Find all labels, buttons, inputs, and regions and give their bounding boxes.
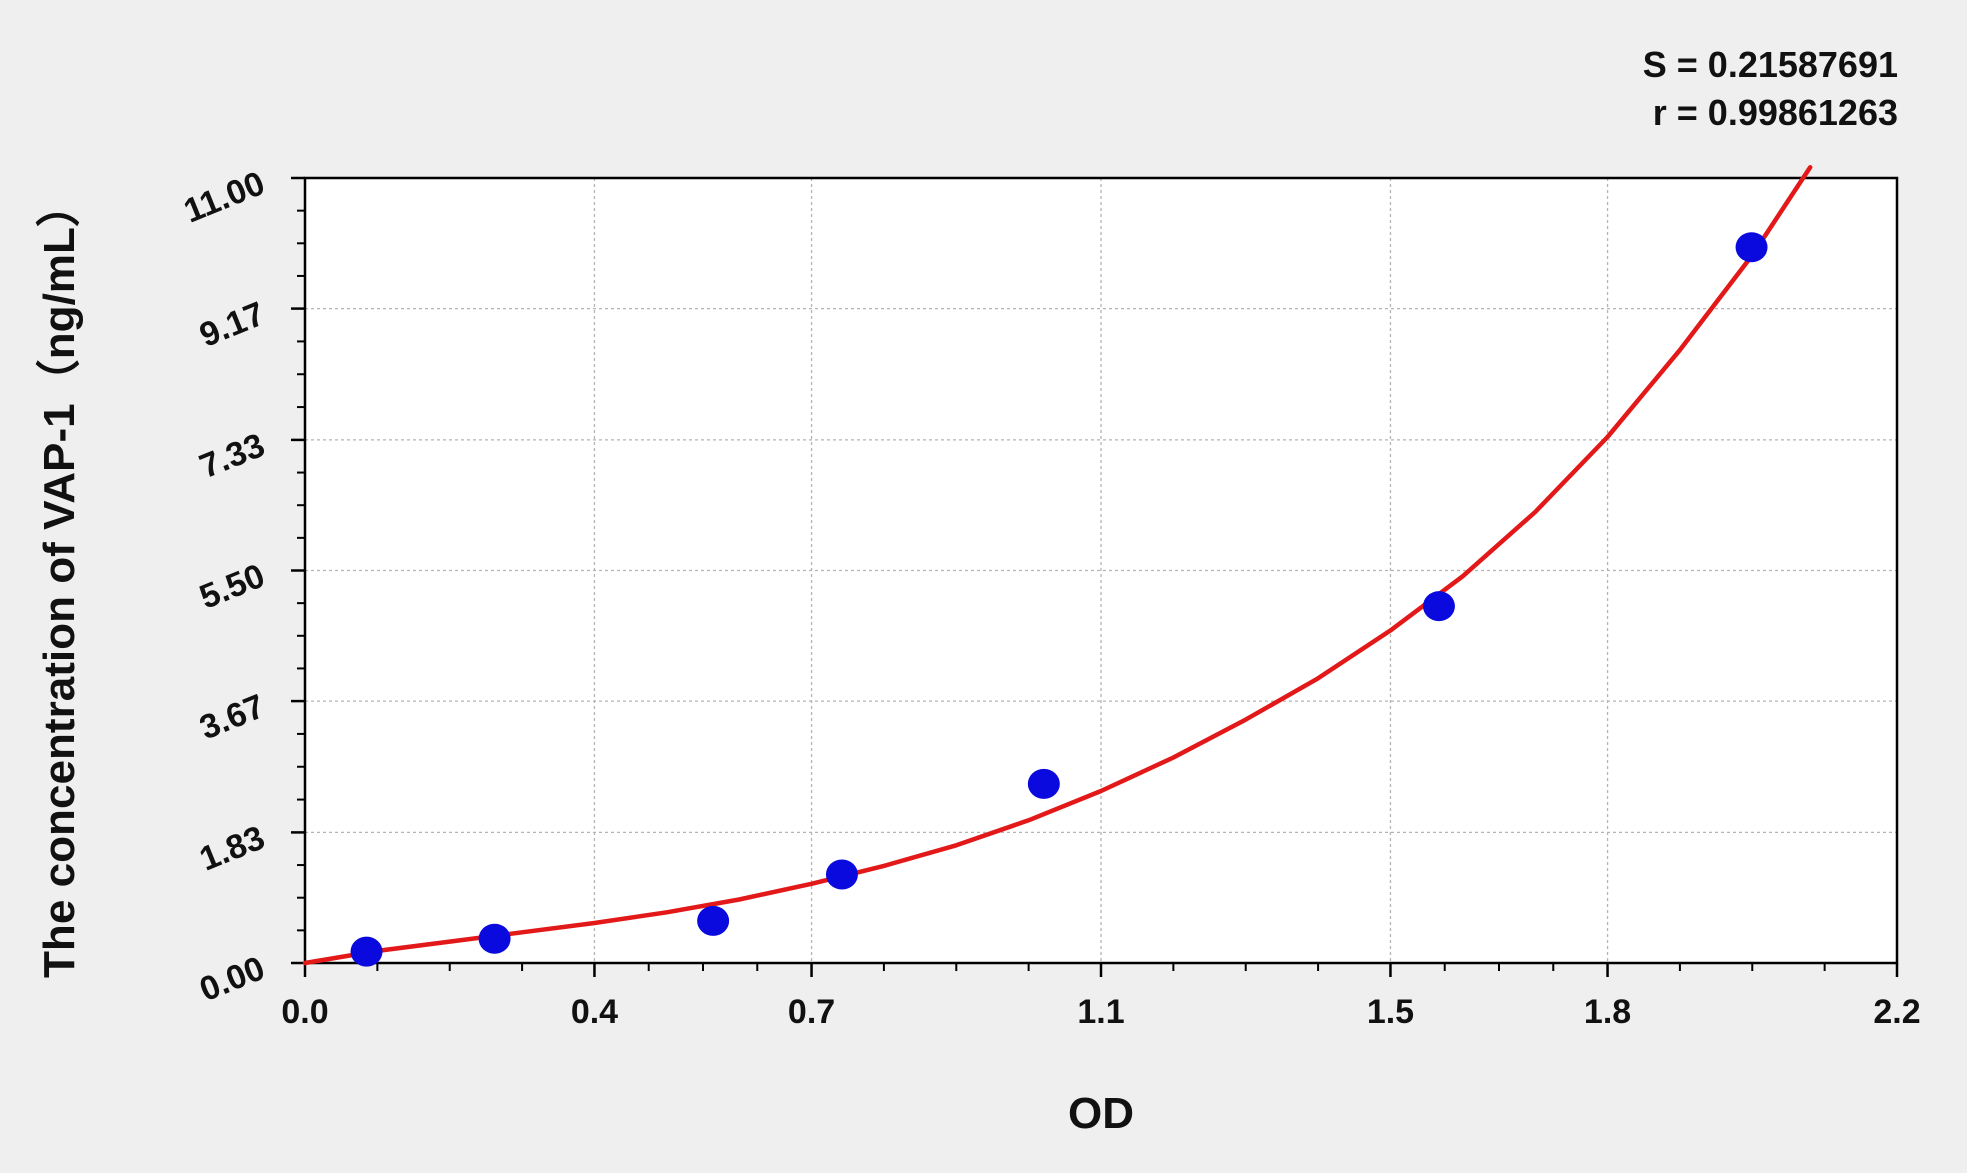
axis-ticks xyxy=(291,176,1899,977)
data-point xyxy=(478,923,511,954)
r-statistic-label: r = 0.99861263 xyxy=(1653,92,1898,133)
data-point xyxy=(825,859,858,890)
x-tick-label: 1.5 xyxy=(1367,993,1414,1031)
data-point xyxy=(1735,232,1768,263)
x-tick-label: 1.1 xyxy=(1077,993,1124,1031)
fit-curve xyxy=(302,165,1813,966)
x-tick-label: 1.8 xyxy=(1584,993,1631,1031)
data-point xyxy=(697,905,730,936)
plot-frame xyxy=(303,176,1899,965)
x-tick-label: 2.2 xyxy=(1873,993,1920,1031)
data-points xyxy=(350,232,1768,967)
data-point xyxy=(350,936,383,967)
fit-curve-layer xyxy=(302,165,1813,966)
data-point xyxy=(1422,591,1455,622)
x-tick-labels: 0.0 0.4 0.7 1.1 1.5 1.8 2.2 xyxy=(281,993,1920,1031)
data-point xyxy=(1027,768,1060,799)
grid-lines xyxy=(305,178,1897,963)
s-statistic-label: S = 0.21587691 xyxy=(1643,44,1898,85)
y-axis-title: The concentration of VAP-1（ng/mL） xyxy=(35,183,84,978)
x-tick-label: 0.4 xyxy=(571,993,618,1031)
x-tick-label: 0.0 xyxy=(281,993,328,1031)
x-tick-label: 0.7 xyxy=(788,993,835,1031)
x-axis-title: OD xyxy=(1068,1089,1134,1138)
